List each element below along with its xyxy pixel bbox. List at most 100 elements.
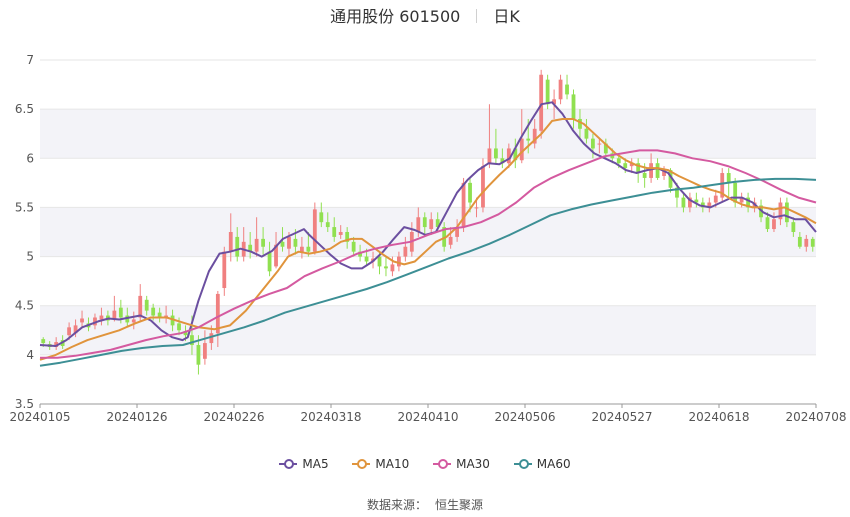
candle-body <box>772 219 776 230</box>
legend-item-ma60[interactable]: MA60 <box>513 457 571 471</box>
candle-body <box>565 84 569 95</box>
candle-body <box>603 143 608 154</box>
y-tick-label: 6 <box>26 151 34 165</box>
candle-body <box>416 217 421 232</box>
chart-legend: MA5 MA10 MA30 MA60 <box>0 457 850 472</box>
y-tick-label: 6.5 <box>15 102 34 116</box>
candle-body <box>54 342 59 347</box>
candle-body <box>474 207 479 209</box>
title-divider <box>476 9 478 23</box>
candle-body <box>274 244 278 267</box>
candle-body <box>700 202 705 208</box>
candle-body <box>623 163 628 169</box>
legend-item-ma10[interactable]: MA10 <box>352 457 409 471</box>
candle-body <box>73 325 78 334</box>
candle-body <box>300 246 304 252</box>
candle-body <box>422 217 427 228</box>
candle-body <box>93 317 97 326</box>
candle-body <box>785 202 789 223</box>
candle-body <box>183 331 188 336</box>
candle-body <box>778 202 783 220</box>
candle-body <box>591 138 595 149</box>
legend-item-ma30[interactable]: MA30 <box>433 457 490 471</box>
candle-body <box>280 241 285 247</box>
y-tick-label: 4 <box>26 348 34 362</box>
candle-body <box>287 236 291 249</box>
legend-ma30-label: MA30 <box>456 457 490 471</box>
x-tick-label: 20240126 <box>106 410 167 424</box>
candle-body <box>358 251 362 257</box>
chart-title: 通用股份 601500 日K <box>0 4 850 30</box>
grid-band <box>40 109 816 159</box>
candle-body <box>429 219 434 230</box>
candle-body <box>41 339 46 344</box>
candle-body <box>468 182 472 203</box>
candle-body <box>791 222 796 232</box>
period-label: 日K <box>493 7 520 26</box>
legend-ma60-label: MA60 <box>536 457 571 471</box>
y-tick-label: 5.5 <box>15 200 34 214</box>
x-tick-label: 20240527 <box>591 410 652 424</box>
candle-body <box>267 251 272 272</box>
y-tick-label: 4.5 <box>15 299 34 313</box>
candle-body <box>319 212 324 223</box>
y-tick-label: 3.5 <box>15 397 34 411</box>
candle-body <box>597 143 602 145</box>
x-tick-label: 20240226 <box>203 410 264 424</box>
candle-body <box>384 266 388 269</box>
candle-body <box>571 94 576 119</box>
candle-body <box>377 256 382 267</box>
candle-body <box>616 158 621 164</box>
candle-body <box>293 238 298 247</box>
candle-body <box>494 148 498 159</box>
candle-body <box>797 236 802 247</box>
candle-body <box>157 312 162 318</box>
candle-body <box>545 79 550 105</box>
series-line-ma60 <box>39 177 817 367</box>
x-tick-label: 20240105 <box>9 410 70 424</box>
candle-body <box>526 138 531 141</box>
candle-body <box>804 238 809 247</box>
candle-body <box>675 187 679 198</box>
candle-body <box>325 222 330 228</box>
series-line-ma30 <box>40 149 817 359</box>
candle-body <box>131 319 136 323</box>
candle-body <box>694 199 699 203</box>
candle-body <box>397 256 401 267</box>
x-tick-label: 20240506 <box>494 410 555 424</box>
stock-name-code: 通用股份 601500 <box>330 7 461 26</box>
candle-body <box>448 236 453 245</box>
grid-band <box>40 305 816 355</box>
legend-ma10-marker-icon <box>352 459 371 469</box>
candle-body <box>203 343 207 359</box>
x-tick-label: 20240318 <box>300 410 361 424</box>
legend-item-ma5[interactable]: MA5 <box>279 457 329 471</box>
candle-body <box>733 182 738 203</box>
legend-ma10-label: MA10 <box>375 457 410 471</box>
candle-body <box>99 315 104 320</box>
candle-body <box>364 256 369 262</box>
candle-body <box>668 170 673 188</box>
candle-body <box>306 246 311 252</box>
candle-body <box>403 246 408 257</box>
legend-ma60-marker-icon <box>513 459 532 469</box>
candle-body <box>584 128 589 139</box>
source-value: 恒生聚源 <box>435 498 484 512</box>
candle-body <box>209 333 214 344</box>
candle-body <box>726 173 731 183</box>
candle-body <box>196 345 201 365</box>
candle-body <box>688 197 692 208</box>
candle-body <box>144 299 149 311</box>
candle-body <box>720 173 725 198</box>
candle-body <box>746 197 750 208</box>
candle-body <box>118 307 123 318</box>
candle-body <box>506 148 511 164</box>
candle-body <box>67 327 71 336</box>
candle-body <box>112 310 117 319</box>
legend-ma5-marker-icon <box>279 459 298 469</box>
candle-body <box>170 315 175 326</box>
candle-body <box>228 232 233 252</box>
candle-body <box>765 217 770 230</box>
candle-body <box>487 148 492 164</box>
legend-ma30-marker-icon <box>433 459 452 469</box>
